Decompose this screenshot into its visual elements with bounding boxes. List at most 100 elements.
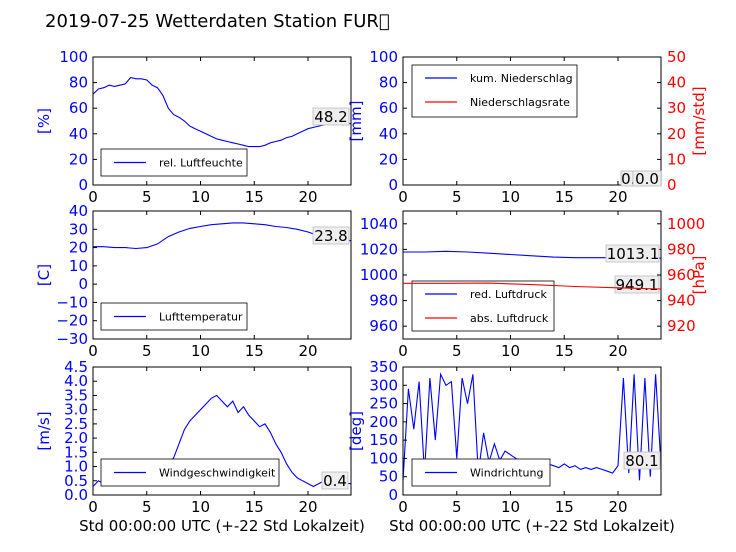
x-tick-label: 15 — [245, 498, 264, 516]
y-axis-label: [C] — [35, 264, 53, 286]
y2-tick-label: 0 — [667, 176, 677, 194]
value-annotation-box — [623, 451, 661, 470]
y2-tick-label: 40 — [667, 74, 686, 92]
legend: kum. Niederschlag Niederschlagsrate — [411, 64, 578, 118]
y-tick-label: 80 — [379, 74, 398, 92]
y-tick-label: 1020 — [360, 240, 398, 258]
plot-frame — [92, 210, 352, 340]
y-axis-label: [mm] — [347, 101, 365, 142]
value-annotation-box — [312, 107, 350, 126]
x-tick-label: 10 — [191, 342, 210, 360]
y-tick-label: 20 — [69, 239, 88, 257]
value-annotation: 949.1 — [616, 276, 659, 294]
x-tick-label: 5 — [142, 188, 152, 206]
y2-tick-label: 1000 — [667, 215, 705, 233]
y-tick-label: 60 — [69, 99, 88, 117]
y-tick-label: 3.0 — [64, 401, 88, 419]
x-tick-label: 5 — [142, 342, 152, 360]
y-tick-label: 0.5 — [64, 472, 88, 490]
series-line-1 — [93, 222, 352, 250]
y-tick-label: 4.0 — [64, 372, 88, 390]
value-annotation-box — [605, 244, 660, 263]
y-tick-label: 50 — [379, 468, 398, 486]
value-annotation: 0.4 — [323, 472, 347, 490]
x-tick-label: 10 — [501, 342, 520, 360]
x-tick-label: 0 — [88, 342, 98, 360]
legend: Windrichtung — [411, 458, 551, 487]
x-tick-label: 10 — [501, 188, 520, 206]
y-tick-label: 80 — [69, 74, 88, 92]
x-tick-label: 20 — [608, 188, 627, 206]
legend-label: kum. Niederschlag — [470, 72, 573, 85]
y-tick-label: 0 — [388, 176, 398, 194]
y-tick-label: 150 — [369, 431, 398, 449]
value-annotation: 23.8 — [314, 227, 347, 245]
y-tick-label: 2.5 — [64, 415, 88, 433]
x-tick-label: 0 — [88, 188, 98, 206]
y-tick-label: 0 — [78, 176, 88, 194]
x-tick-label: 20 — [298, 342, 317, 360]
y2-tick-label: 960 — [667, 266, 696, 284]
y-tick-label: 250 — [369, 395, 398, 413]
value-annotation: 0.0 — [635, 170, 659, 188]
y2-tick-label: 940 — [667, 292, 696, 310]
y-tick-label: 100 — [369, 449, 398, 467]
y2-axis-label: [mm/std] — [690, 86, 708, 155]
legend-box — [411, 64, 578, 118]
value-annotation: 1013.1 — [607, 245, 660, 263]
x-tick-label: 15 — [555, 342, 574, 360]
value-annotation: 80.1 — [625, 452, 658, 470]
y-tick-label: 1.5 — [64, 443, 88, 461]
x-tick-label: 5 — [142, 498, 152, 516]
legend-label: Windrichtung — [470, 467, 543, 480]
x-tick-label: 0 — [398, 188, 408, 206]
y2-tick-label: 920 — [667, 317, 696, 335]
x-tick-label: 0 — [88, 498, 98, 516]
y-tick-label: 30 — [69, 220, 88, 238]
x-tick-label: 5 — [452, 498, 462, 516]
value-annotation-box — [321, 471, 349, 490]
legend: red. Luftdruck abs. Luftdruck — [411, 280, 555, 332]
y-tick-label: 20 — [69, 150, 88, 168]
value-annotation-box — [312, 226, 350, 245]
y-tick-label: 40 — [69, 125, 88, 143]
y-tick-label: 4.5 — [64, 358, 88, 376]
y-axis-label: [m/s] — [35, 411, 53, 450]
legend-label: Niederschlagsrate — [470, 96, 570, 109]
y-tick-label: 1.0 — [64, 458, 88, 476]
plot-frame — [402, 366, 662, 496]
x-tick-label: 10 — [191, 188, 210, 206]
y2-axis-label: [hPa] — [690, 256, 708, 295]
y-tick-label: 100 — [59, 48, 88, 66]
x-tick-label: 5 — [452, 188, 462, 206]
value-annotation: 48.2 — [314, 108, 347, 126]
x-tick-label: 15 — [245, 188, 264, 206]
figure-title: 2019-07-25 Wetterdaten Station FUR  — [45, 11, 390, 32]
plot-frame — [402, 56, 662, 186]
panel-4: 0 5 10 15 20 960 980 1000 1020 1040 920 940 960 980 10… — [360, 210, 708, 360]
y-tick-label: 980 — [369, 292, 398, 310]
y2-tick-label: 30 — [667, 99, 686, 117]
x-tick-label: 15 — [245, 342, 264, 360]
x-tick-label: 10 — [501, 498, 520, 516]
y-tick-label: 100 — [369, 48, 398, 66]
legend-label: Lufttemperatur — [159, 311, 243, 324]
y-tick-label: −20 — [56, 312, 88, 330]
y-tick-label: 1000 — [360, 266, 398, 284]
y-tick-label: 350 — [369, 358, 398, 376]
plot-frame — [92, 56, 352, 186]
x-tick-label: 20 — [298, 498, 317, 516]
x-tick-label: 20 — [608, 498, 627, 516]
y2-tick-label: 980 — [667, 240, 696, 258]
y-axis-label: [deg] — [347, 411, 365, 451]
y-tick-label: 20 — [379, 150, 398, 168]
x-tick-label: 15 — [555, 188, 574, 206]
y-tick-label: 200 — [369, 413, 398, 431]
legend: rel. Luftfeuchte — [100, 148, 248, 177]
y-tick-label: 0 — [388, 486, 398, 504]
legend: Windgeschwindigkeit — [100, 458, 280, 487]
x-tick-label: 20 — [608, 342, 627, 360]
legend-label: rel. Luftfeuchte — [159, 157, 243, 170]
